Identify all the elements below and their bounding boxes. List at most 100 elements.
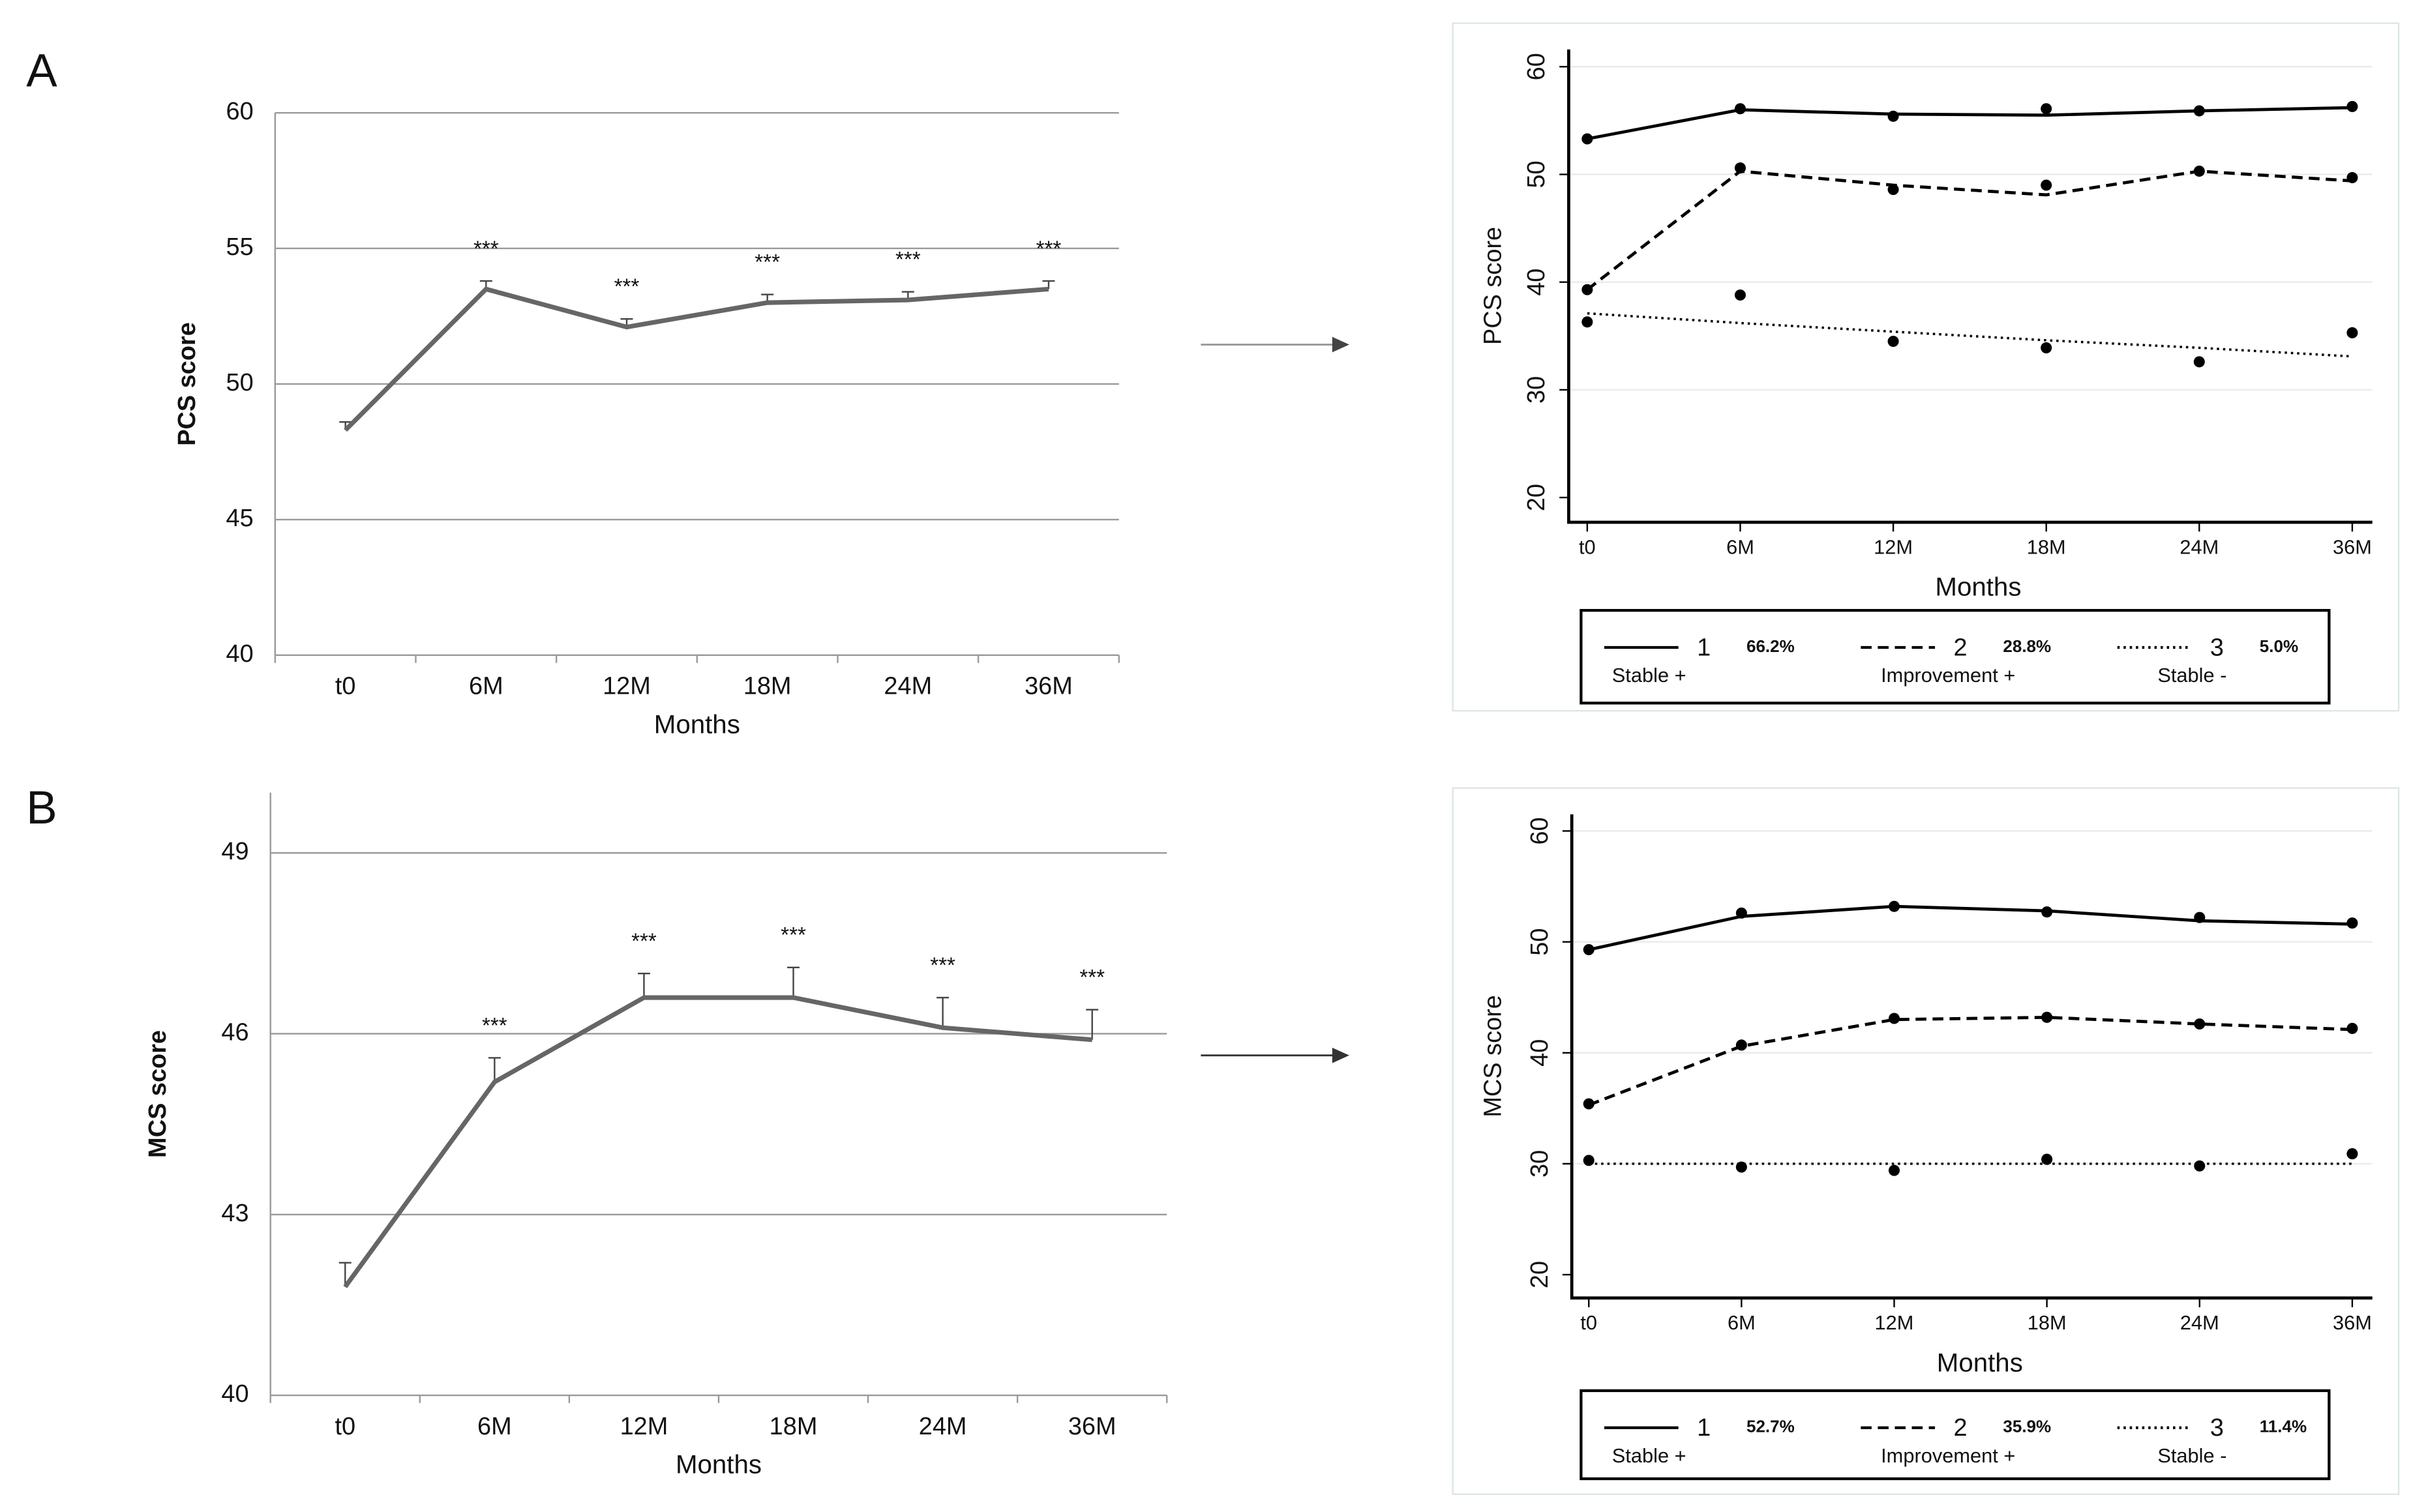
observed-point [1887,110,1899,122]
x-tick-label: 36M [1025,673,1073,700]
x-tick-label: 24M [919,1413,967,1440]
legend-label: Stable + [1612,664,1686,687]
x-tick-label: 18M [2028,1311,2067,1334]
y-tick-label: 55 [226,233,253,261]
y-tick-label: 50 [1523,160,1550,188]
legend-name: 3 [2210,1414,2224,1442]
x-tick-label: 24M [2179,535,2219,558]
legend-share: 52.7% [1746,1417,1795,1436]
line [344,286,1049,432]
legend-box [1580,1389,2331,1481]
panel-label: A [26,46,57,97]
x-tick-label: t0 [335,673,356,700]
observed-point [1735,1161,1747,1173]
legend-name: 2 [1954,634,1968,661]
observed-point [2041,179,2052,191]
y-tick-label: 40 [1526,1039,1553,1067]
legend-share: 5.0% [2260,636,2298,656]
y-tick-label: 30 [1526,1150,1553,1178]
arrow-head [1332,1047,1349,1063]
error-bar [1042,280,1055,289]
y-tick-label: 50 [226,369,253,396]
x-tick-label: 36M [2333,1311,2372,1334]
x-tick-label: 6M [477,1413,512,1440]
y-axis-label: MCS score [1480,995,1507,1117]
observed-point [1735,907,1747,919]
legend-label: Improvement + [1881,664,2015,687]
observed-point [2346,1022,2358,1034]
annotation: *** [930,953,955,977]
y-tick-label: 45 [226,505,253,532]
observed-point [2194,1018,2206,1030]
y-tick-label: 43 [221,1200,248,1227]
annotation: *** [755,250,780,274]
observed-point [1734,162,1746,174]
annotation: *** [614,275,640,299]
axes [1567,49,2373,524]
error-bar [637,972,650,998]
observed-point [1734,103,1746,115]
annotation: *** [482,1014,507,1038]
legend-share: 35.9% [2003,1417,2051,1436]
legend-share: 66.2% [1746,636,1795,656]
observed-point [2193,105,2205,117]
x-tick-label: 18M [743,673,792,700]
x-tick-label: 12M [603,673,651,700]
x-axis-label: Months [1937,1348,2023,1377]
x-tick-label: 12M [1875,1311,1914,1334]
legend-label: Stable - [2157,1444,2226,1467]
observed-point [2194,1160,2206,1172]
x-axis-label: Months [1935,572,2021,602]
y-tick-label: 40 [221,1380,248,1408]
observed-point [1888,1013,1900,1024]
observed-point [2193,166,2205,177]
x-tick-label: 36M [1068,1413,1116,1440]
observed-point [1581,284,1593,295]
axes [1570,814,2373,1300]
observed-point [2346,100,2358,112]
annotation: *** [1036,237,1062,261]
observed-point [2346,171,2358,183]
observed-point [2346,917,2358,929]
x-axis-label: Months [654,710,740,739]
annotation: *** [781,923,806,947]
legend-label: Stable - [2157,664,2226,687]
annotation: *** [1079,966,1105,990]
observed-point [1583,943,1595,956]
observed-point [2041,1011,2053,1023]
observed-point [2194,912,2206,923]
y-tick-label: 46 [221,1019,248,1046]
observed-point [2041,103,2052,115]
x-tick-label: 24M [884,673,932,700]
legend-label: Improvement + [1881,1444,2015,1467]
error-bar [936,996,950,1028]
annotation: *** [631,929,657,953]
line [1588,904,2352,951]
legend-name: 1 [1697,634,1711,661]
observed-point [2346,327,2358,338]
legend-name: 1 [1697,1414,1711,1442]
observed-point [2041,906,2053,918]
observed-point [2346,1148,2358,1160]
legend-share: 11.4% [2260,1417,2307,1436]
x-tick-label: 36M [2333,535,2372,558]
observed-point [2193,356,2205,368]
x-tick-label: 6M [469,673,503,700]
observed-point [2041,342,2052,353]
observed-point [1583,1155,1595,1166]
y-tick-label: 49 [221,838,248,865]
panel-frame [1452,22,2400,712]
observed-point [1888,900,1900,912]
observed-point [1583,1098,1595,1110]
y-axis-label: MCS score [144,1030,172,1158]
x-tick-label: 6M [1726,535,1754,558]
observed-point [1887,336,1899,348]
y-tick-label: 50 [1526,928,1553,956]
legend-label: Stable + [1612,1444,1686,1467]
x-tick-label: 12M [1874,535,1913,558]
annotation: *** [473,237,499,261]
legend-box [1580,609,2331,705]
error-bar [488,1057,501,1082]
x-tick-label: 18M [770,1413,818,1440]
